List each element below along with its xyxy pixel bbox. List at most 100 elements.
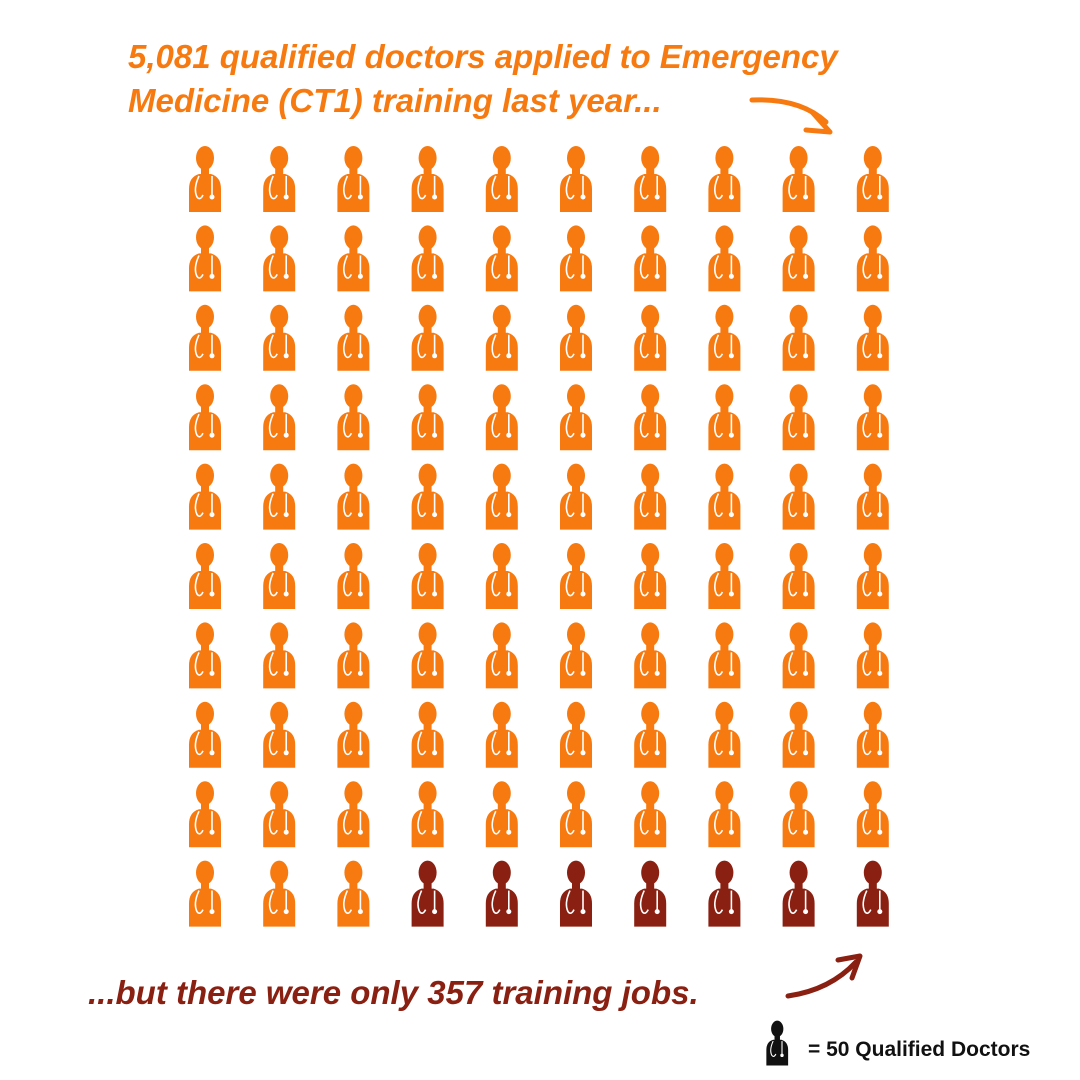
icon-stethoscope — [788, 413, 798, 438]
icon-head — [270, 225, 289, 250]
icon-head — [641, 543, 660, 567]
icon-neck — [349, 325, 358, 334]
icon-stethoscope — [862, 731, 872, 756]
icon-stethoscope — [788, 731, 798, 756]
icon-head — [715, 622, 734, 647]
icon-neck — [868, 881, 877, 890]
doctor-icon — [263, 781, 296, 848]
doctor-icon — [634, 781, 667, 848]
doctor-icon — [189, 622, 221, 689]
icon-stethoscope — [417, 175, 427, 200]
icon-stethoscope — [209, 909, 215, 915]
icon-head — [492, 384, 511, 409]
doctor-icon — [411, 146, 444, 212]
icon-neck — [868, 325, 877, 334]
icon-neck — [646, 802, 655, 811]
icon-body — [634, 491, 667, 530]
icon-stethoscope — [714, 810, 724, 835]
icon-stethoscope — [491, 810, 501, 835]
icon-neck — [497, 802, 506, 811]
icon-neck — [572, 405, 580, 414]
icon-body — [411, 332, 444, 371]
icon-body — [411, 729, 444, 768]
icon-stethoscope — [209, 750, 215, 756]
icon-head — [270, 860, 289, 885]
icon-head — [196, 701, 214, 726]
icon-stethoscope — [268, 175, 278, 200]
icon-body — [856, 809, 889, 848]
doctor-icon — [560, 781, 592, 848]
icon-stethoscope — [357, 512, 363, 518]
doctor-icon — [485, 225, 518, 292]
icon-body — [782, 888, 815, 927]
icon-stethoscope — [788, 175, 798, 200]
icon-neck — [794, 564, 803, 572]
icon-head — [567, 384, 585, 409]
icon-neck — [201, 881, 209, 890]
icon-neck — [423, 643, 432, 652]
icon-head — [270, 781, 289, 806]
icon-stethoscope — [580, 670, 586, 676]
doctor-icon — [263, 146, 296, 212]
icon-body — [856, 332, 889, 371]
icon-stethoscope — [877, 909, 883, 915]
icon-neck — [720, 167, 729, 175]
icon-stethoscope — [357, 750, 363, 756]
icon-neck — [275, 564, 284, 572]
icon-head — [196, 781, 214, 806]
icon-stethoscope — [417, 413, 427, 438]
icon-head — [567, 860, 585, 885]
icon-neck — [646, 167, 655, 175]
icon-stethoscope — [432, 432, 438, 438]
icon-body — [708, 809, 741, 848]
doctor-icon — [411, 701, 444, 768]
icon-head — [715, 225, 734, 250]
doctor-icon — [856, 781, 889, 848]
icon-neck — [423, 246, 432, 255]
icon-head — [567, 146, 585, 170]
icon-stethoscope — [580, 432, 586, 438]
icon-stethoscope — [432, 909, 438, 915]
icon-stethoscope — [728, 909, 734, 915]
doctor-icon — [708, 146, 741, 212]
icon-body — [634, 729, 667, 768]
icon-stethoscope — [862, 890, 872, 914]
icon-body — [708, 332, 741, 371]
icon-head — [567, 463, 585, 488]
icon-body — [485, 332, 518, 371]
icon-neck — [349, 167, 358, 175]
icon-stethoscope — [580, 194, 586, 200]
icon-body — [337, 729, 370, 768]
icon-neck — [497, 722, 506, 731]
icon-stethoscope — [803, 194, 809, 200]
icon-neck — [868, 167, 877, 175]
icon-head — [270, 543, 289, 567]
doctor-icon — [782, 146, 815, 212]
icon-neck — [646, 564, 655, 572]
icon-head — [492, 701, 511, 726]
icon-stethoscope — [357, 194, 363, 200]
icon-stethoscope — [654, 432, 660, 438]
icon-neck — [868, 722, 877, 731]
icon-neck — [497, 325, 506, 334]
doctor-icon — [708, 701, 741, 768]
icon-head — [567, 701, 585, 726]
icon-stethoscope — [432, 829, 438, 835]
icon-stethoscope — [862, 810, 872, 835]
icon-body — [782, 650, 815, 689]
icon-neck — [720, 484, 729, 493]
icon-head — [492, 463, 511, 488]
icon-stethoscope — [654, 591, 660, 597]
doctor-icon — [263, 225, 296, 292]
title-line: 5,081 qualified doctors applied to Emerg… — [128, 38, 839, 75]
icon-neck — [572, 246, 580, 255]
icon-stethoscope — [639, 175, 649, 200]
icon-body — [856, 888, 889, 927]
icon-stethoscope — [803, 591, 809, 597]
icon-stethoscope — [209, 591, 215, 597]
icon-stethoscope — [417, 493, 427, 517]
icon-head — [344, 701, 363, 726]
icon-head — [418, 543, 437, 567]
doctor-icon — [189, 701, 221, 768]
icon-body — [560, 491, 592, 530]
